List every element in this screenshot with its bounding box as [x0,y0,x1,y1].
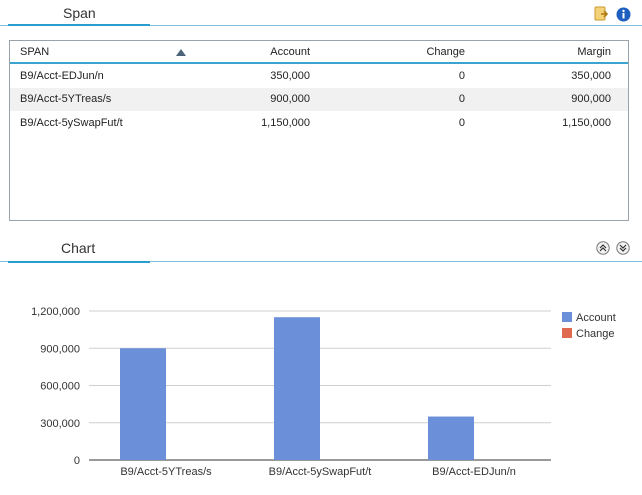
y-tick-label: 900,000 [40,343,80,355]
y-tick-label: 1,200,000 [31,306,80,318]
cell-margin: 350,000 [571,70,611,82]
chart-panel-title: Chart [61,240,96,256]
chart-active-tab-indicator [8,261,150,263]
bar-account [428,416,474,460]
table-row[interactable]: B9/Acct-5ySwapFut/t 1,150,000 0 1,150,00… [10,112,628,135]
y-tick-label: 0 [74,455,80,467]
cell-span: B9/Acct-5YTreas/s [20,93,112,105]
y-tick-label: 300,000 [40,418,80,430]
span-table: SPAN Account Change Margin B9/Acct-EDJun… [9,40,629,221]
chart-canvas: 0 300,000 600,000 900,000 1,200,000 B9/Acct-5… [31,306,616,478]
x-tick-label: B9/Acct-EDJun/n [432,466,516,478]
table-header: SPAN Account Change Margin [10,41,628,64]
bar-account [120,348,166,460]
chart-divider [0,261,642,262]
table-row[interactable]: B9/Acct-5YTreas/s 900,000 0 900,000 [10,88,628,111]
y-tick-label: 600,000 [40,381,80,393]
info-icon[interactable] [616,7,631,22]
cell-span: B9/Acct-5ySwapFut/t [20,117,123,129]
span-active-tab-indicator [8,24,150,26]
column-header-change[interactable]: Change [426,46,465,58]
column-header-account[interactable]: Account [270,46,310,58]
sort-ascending-icon[interactable] [176,49,186,56]
cell-account: 900,000 [270,93,310,105]
chart-panel-header: Chart [0,236,642,266]
cell-change: 0 [458,70,465,82]
legend-label-change: Change [576,328,615,340]
cell-margin: 1,150,000 [562,117,611,129]
bar-account [274,317,320,460]
span-panel-title: Span [63,5,96,21]
collapse-up-icon[interactable] [596,241,610,255]
span-panel-header: Span [0,0,642,28]
cell-account: 350,000 [270,70,310,82]
column-header-margin[interactable]: Margin [577,46,611,58]
export-icon[interactable] [593,6,609,21]
x-tick-label: B9/Acct-5YTreas/s [120,466,212,478]
bar-chart: 0 300,000 600,000 900,000 1,200,000 B9/Acct-5… [0,290,642,490]
expand-down-icon[interactable] [616,241,630,255]
cell-margin: 900,000 [571,93,611,105]
cell-span: B9/Acct-EDJun/n [20,70,104,82]
cell-change: 0 [458,93,465,105]
cell-account: 1,150,000 [261,117,310,129]
legend-swatch-change [562,328,572,338]
cell-change: 0 [458,117,465,129]
x-tick-label: B9/Acct-5ySwapFut/t [269,466,372,478]
legend-label-account: Account [576,312,616,324]
column-header-span[interactable]: SPAN [20,46,50,58]
legend-swatch-account [562,312,572,322]
span-divider [0,25,642,26]
table-row[interactable]: B9/Acct-EDJun/n 350,000 0 350,000 [10,65,628,88]
